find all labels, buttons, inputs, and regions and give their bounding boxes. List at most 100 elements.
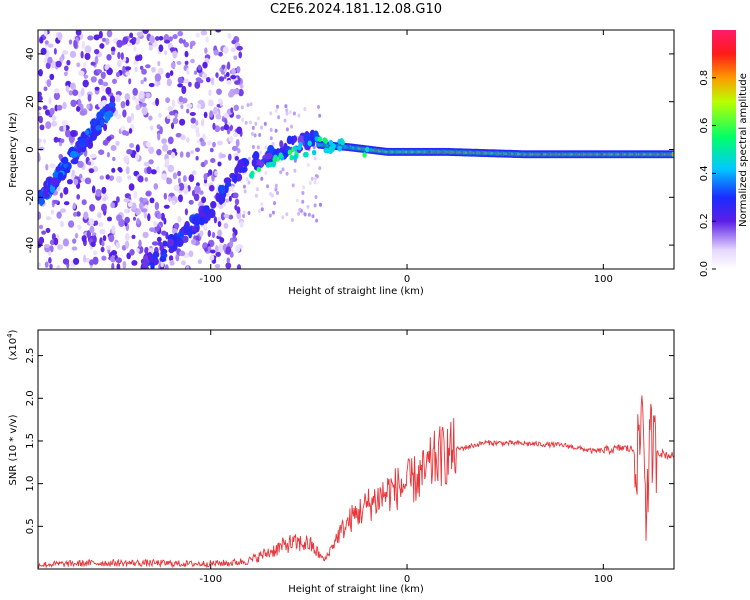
noise-blob — [56, 211, 62, 219]
rising-track-B-blob — [251, 158, 257, 167]
noise-blob — [213, 106, 218, 115]
noise-blob — [179, 118, 186, 126]
noise-blob — [98, 101, 103, 108]
noise-blob — [162, 143, 169, 152]
noise-blob — [246, 103, 250, 108]
noise-blob — [191, 189, 196, 197]
noise-blob — [218, 51, 223, 57]
noise-blob — [231, 185, 235, 193]
noise-blob — [191, 170, 197, 176]
noise-blob — [128, 127, 133, 134]
noise-blob — [135, 104, 141, 111]
noise-blob — [84, 45, 92, 54]
noise-blob — [148, 146, 155, 154]
noise-blob — [225, 262, 232, 269]
noise-blob — [148, 82, 155, 88]
noise-blob — [177, 30, 184, 37]
noise-blob — [53, 48, 57, 55]
noise-blob — [181, 85, 187, 95]
noise-blob — [49, 107, 55, 115]
noise-blob — [215, 245, 219, 253]
rising-track-A-blob — [55, 166, 62, 172]
noise-blob — [70, 99, 77, 108]
noise-blob — [55, 60, 62, 68]
noise-blob — [231, 145, 238, 152]
noise-blob — [63, 201, 70, 206]
noise-blob — [188, 199, 194, 205]
noise-blob — [115, 114, 122, 119]
noise-blob — [125, 99, 130, 107]
noise-blob — [73, 212, 78, 217]
noise-blob — [301, 199, 305, 204]
noise-blob — [155, 36, 160, 41]
noise-blob — [179, 151, 184, 158]
noise-blob — [228, 195, 232, 202]
noise-blob — [115, 71, 120, 78]
band-sparkle — [307, 140, 312, 147]
noise-blob — [111, 225, 116, 234]
rising-track-B-blob — [191, 226, 197, 232]
noise-blob — [264, 171, 268, 175]
noise-blob — [150, 169, 157, 175]
noise-blob — [288, 110, 292, 115]
noise-blob — [92, 235, 97, 244]
noise-blob — [62, 258, 70, 265]
noise-blob — [271, 142, 275, 146]
noise-blob — [285, 108, 289, 113]
noise-blob — [303, 107, 307, 111]
noise-blob — [127, 202, 133, 208]
noise-blob — [70, 130, 77, 137]
noise-blob — [53, 92, 61, 101]
noise-blob — [249, 102, 253, 107]
noise-blob — [197, 64, 202, 71]
y-tick-label: 2.5 — [25, 348, 36, 364]
noise-blob — [193, 70, 198, 75]
noise-blob — [172, 99, 175, 108]
noise-blob — [198, 79, 204, 84]
noise-blob — [106, 152, 110, 158]
noise-blob — [172, 227, 178, 235]
noise-blob — [203, 173, 208, 181]
noise-blob — [183, 41, 189, 48]
noise-blob — [124, 232, 130, 242]
noise-blob — [76, 105, 81, 112]
noise-blob — [274, 108, 278, 113]
snr-panel: -100 0 100 0.5 1.0 1.5 2.0 2.5 Height of straig… — [6, 329, 675, 595]
noise-blob — [234, 80, 241, 85]
noise-blob — [247, 156, 251, 161]
noise-blob — [242, 184, 246, 189]
noise-blob — [269, 127, 273, 132]
noise-blob — [157, 132, 161, 141]
noise-blob — [190, 124, 197, 129]
noise-blob — [43, 30, 48, 37]
noise-blob — [111, 262, 115, 269]
noise-blob — [226, 61, 231, 70]
noise-blob — [145, 64, 151, 69]
noise-blob — [78, 70, 85, 76]
noise-blob — [77, 160, 84, 168]
noise-blob — [45, 163, 49, 171]
band-sparkle — [322, 137, 327, 143]
band-sparkle — [287, 149, 293, 156]
noise-blob — [90, 241, 96, 248]
noise-blob — [185, 151, 191, 158]
noise-blob — [302, 185, 306, 190]
spectrogram-data — [38, 30, 674, 269]
noise-blob — [188, 174, 195, 183]
x-tick-label: 0 — [404, 274, 410, 285]
noise-blob — [214, 170, 218, 176]
noise-blob — [167, 106, 174, 112]
noise-blob — [204, 47, 208, 54]
noise-blob — [224, 118, 228, 125]
noise-blob — [239, 221, 244, 228]
noise-blob — [163, 204, 170, 209]
noise-blob — [202, 133, 206, 140]
noise-blob — [164, 50, 168, 56]
noise-blob — [76, 62, 81, 68]
noise-blob — [83, 61, 87, 70]
noise-blob — [215, 72, 219, 78]
noise-blob — [313, 180, 317, 185]
noise-blob — [75, 232, 79, 239]
noise-blob — [238, 51, 242, 59]
noise-blob — [128, 183, 135, 191]
